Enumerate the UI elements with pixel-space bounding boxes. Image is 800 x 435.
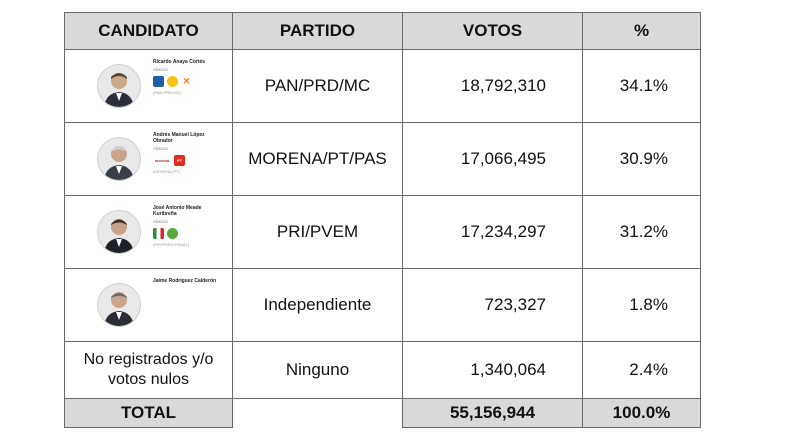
nulos-label-line2: votos nulos bbox=[108, 371, 189, 388]
table-row: No registrados y/o votos nulos Ninguno 1… bbox=[64, 341, 701, 399]
candidate-photo bbox=[97, 283, 141, 327]
porcentaje-cell: 2.4% bbox=[582, 341, 701, 399]
partido-cell: MORENA/PT/PAS bbox=[232, 122, 403, 196]
partido-cell: PRI/PVEM bbox=[232, 195, 403, 269]
total-porcentaje: 100.0% bbox=[582, 398, 701, 428]
candidate-name: Ricardo Anaya Cortés bbox=[153, 59, 206, 65]
header-partido: PARTIDO bbox=[232, 12, 403, 50]
votos-cell: 17,234,297 bbox=[402, 195, 583, 269]
porcentaje-cell: 1.8% bbox=[582, 268, 701, 342]
table-row: José Antonio Meade Kuribreña Alianza (PR… bbox=[64, 195, 701, 269]
pt-logo-icon: PT bbox=[174, 155, 185, 166]
results-table: CANDIDATO PARTIDO VOTOS % Ricardo Anaya … bbox=[64, 12, 701, 428]
candidate-photo bbox=[97, 137, 141, 181]
votos-cell: 1,340,064 bbox=[402, 341, 583, 399]
candidate-cell: Ricardo Anaya Cortés Alianza ✕ (PAN-PRD-… bbox=[64, 49, 233, 123]
partido-cell: PAN/PRD/MC bbox=[232, 49, 403, 123]
candidate-photo bbox=[97, 210, 141, 254]
candidate-cell: Jaime Rodríguez Calderón bbox=[64, 268, 233, 342]
votos-cell: 17,066,495 bbox=[402, 122, 583, 196]
table-row: Jaime Rodríguez Calderón Independiente 7… bbox=[64, 268, 701, 342]
candidate-photo bbox=[97, 64, 141, 108]
porcentaje-cell: 31.2% bbox=[582, 195, 701, 269]
party-logos: morena PT bbox=[153, 155, 223, 167]
table-row: Andrés Manuel López Obrador Alianza more… bbox=[64, 122, 701, 196]
mc-logo-icon: ✕ bbox=[181, 75, 192, 87]
pri-logo-icon bbox=[153, 228, 164, 239]
party-logos: ✕ bbox=[153, 76, 223, 88]
alliance-label: Alianza bbox=[153, 67, 168, 72]
votos-cell: 18,792,310 bbox=[402, 49, 583, 123]
nulos-label-line1: No registrados y/o bbox=[83, 351, 214, 368]
prd-logo-icon bbox=[167, 76, 178, 87]
header-candidato: CANDIDATO bbox=[64, 12, 233, 50]
partido-cell: Ninguno bbox=[232, 341, 403, 399]
partido-cell: Independiente bbox=[232, 268, 403, 342]
pvem-logo-icon bbox=[167, 228, 178, 239]
total-empty-cell bbox=[232, 398, 403, 428]
alliance-label: Alianza bbox=[153, 219, 168, 224]
party-caption: (PAN-PRD-MC) bbox=[153, 89, 181, 95]
candidate-name: Andrés Manuel López Obrador bbox=[153, 132, 205, 144]
votos-cell: 723,327 bbox=[402, 268, 583, 342]
party-caption: (MORENA-PT) bbox=[153, 168, 180, 174]
porcentaje-cell: 34.1% bbox=[582, 49, 701, 123]
total-row: TOTAL 55,156,944 100.0% bbox=[64, 398, 701, 428]
porcentaje-cell: 30.9% bbox=[582, 122, 701, 196]
table-row: Ricardo Anaya Cortés Alianza ✕ (PAN-PRD-… bbox=[64, 49, 701, 123]
candidate-cell: Andrés Manuel López Obrador Alianza more… bbox=[64, 122, 233, 196]
pan-logo-icon bbox=[153, 76, 164, 87]
total-votos: 55,156,944 bbox=[402, 398, 583, 428]
morena-logo-icon: morena bbox=[153, 155, 171, 166]
header-porcentaje: % bbox=[582, 12, 701, 50]
candidate-name: Jaime Rodríguez Calderón bbox=[153, 278, 217, 284]
party-caption: (PRI-PVEM-PANAL) bbox=[153, 241, 190, 247]
nulos-label: No registrados y/o votos nulos bbox=[64, 341, 233, 399]
total-label: TOTAL bbox=[64, 398, 233, 428]
candidate-cell: José Antonio Meade Kuribreña Alianza (PR… bbox=[64, 195, 233, 269]
header-row: CANDIDATO PARTIDO VOTOS % bbox=[64, 12, 701, 50]
candidate-name: José Antonio Meade Kuribreña bbox=[153, 205, 202, 217]
header-votos: VOTOS bbox=[402, 12, 583, 50]
party-logos bbox=[153, 228, 223, 240]
alliance-label: Alianza bbox=[153, 146, 168, 151]
